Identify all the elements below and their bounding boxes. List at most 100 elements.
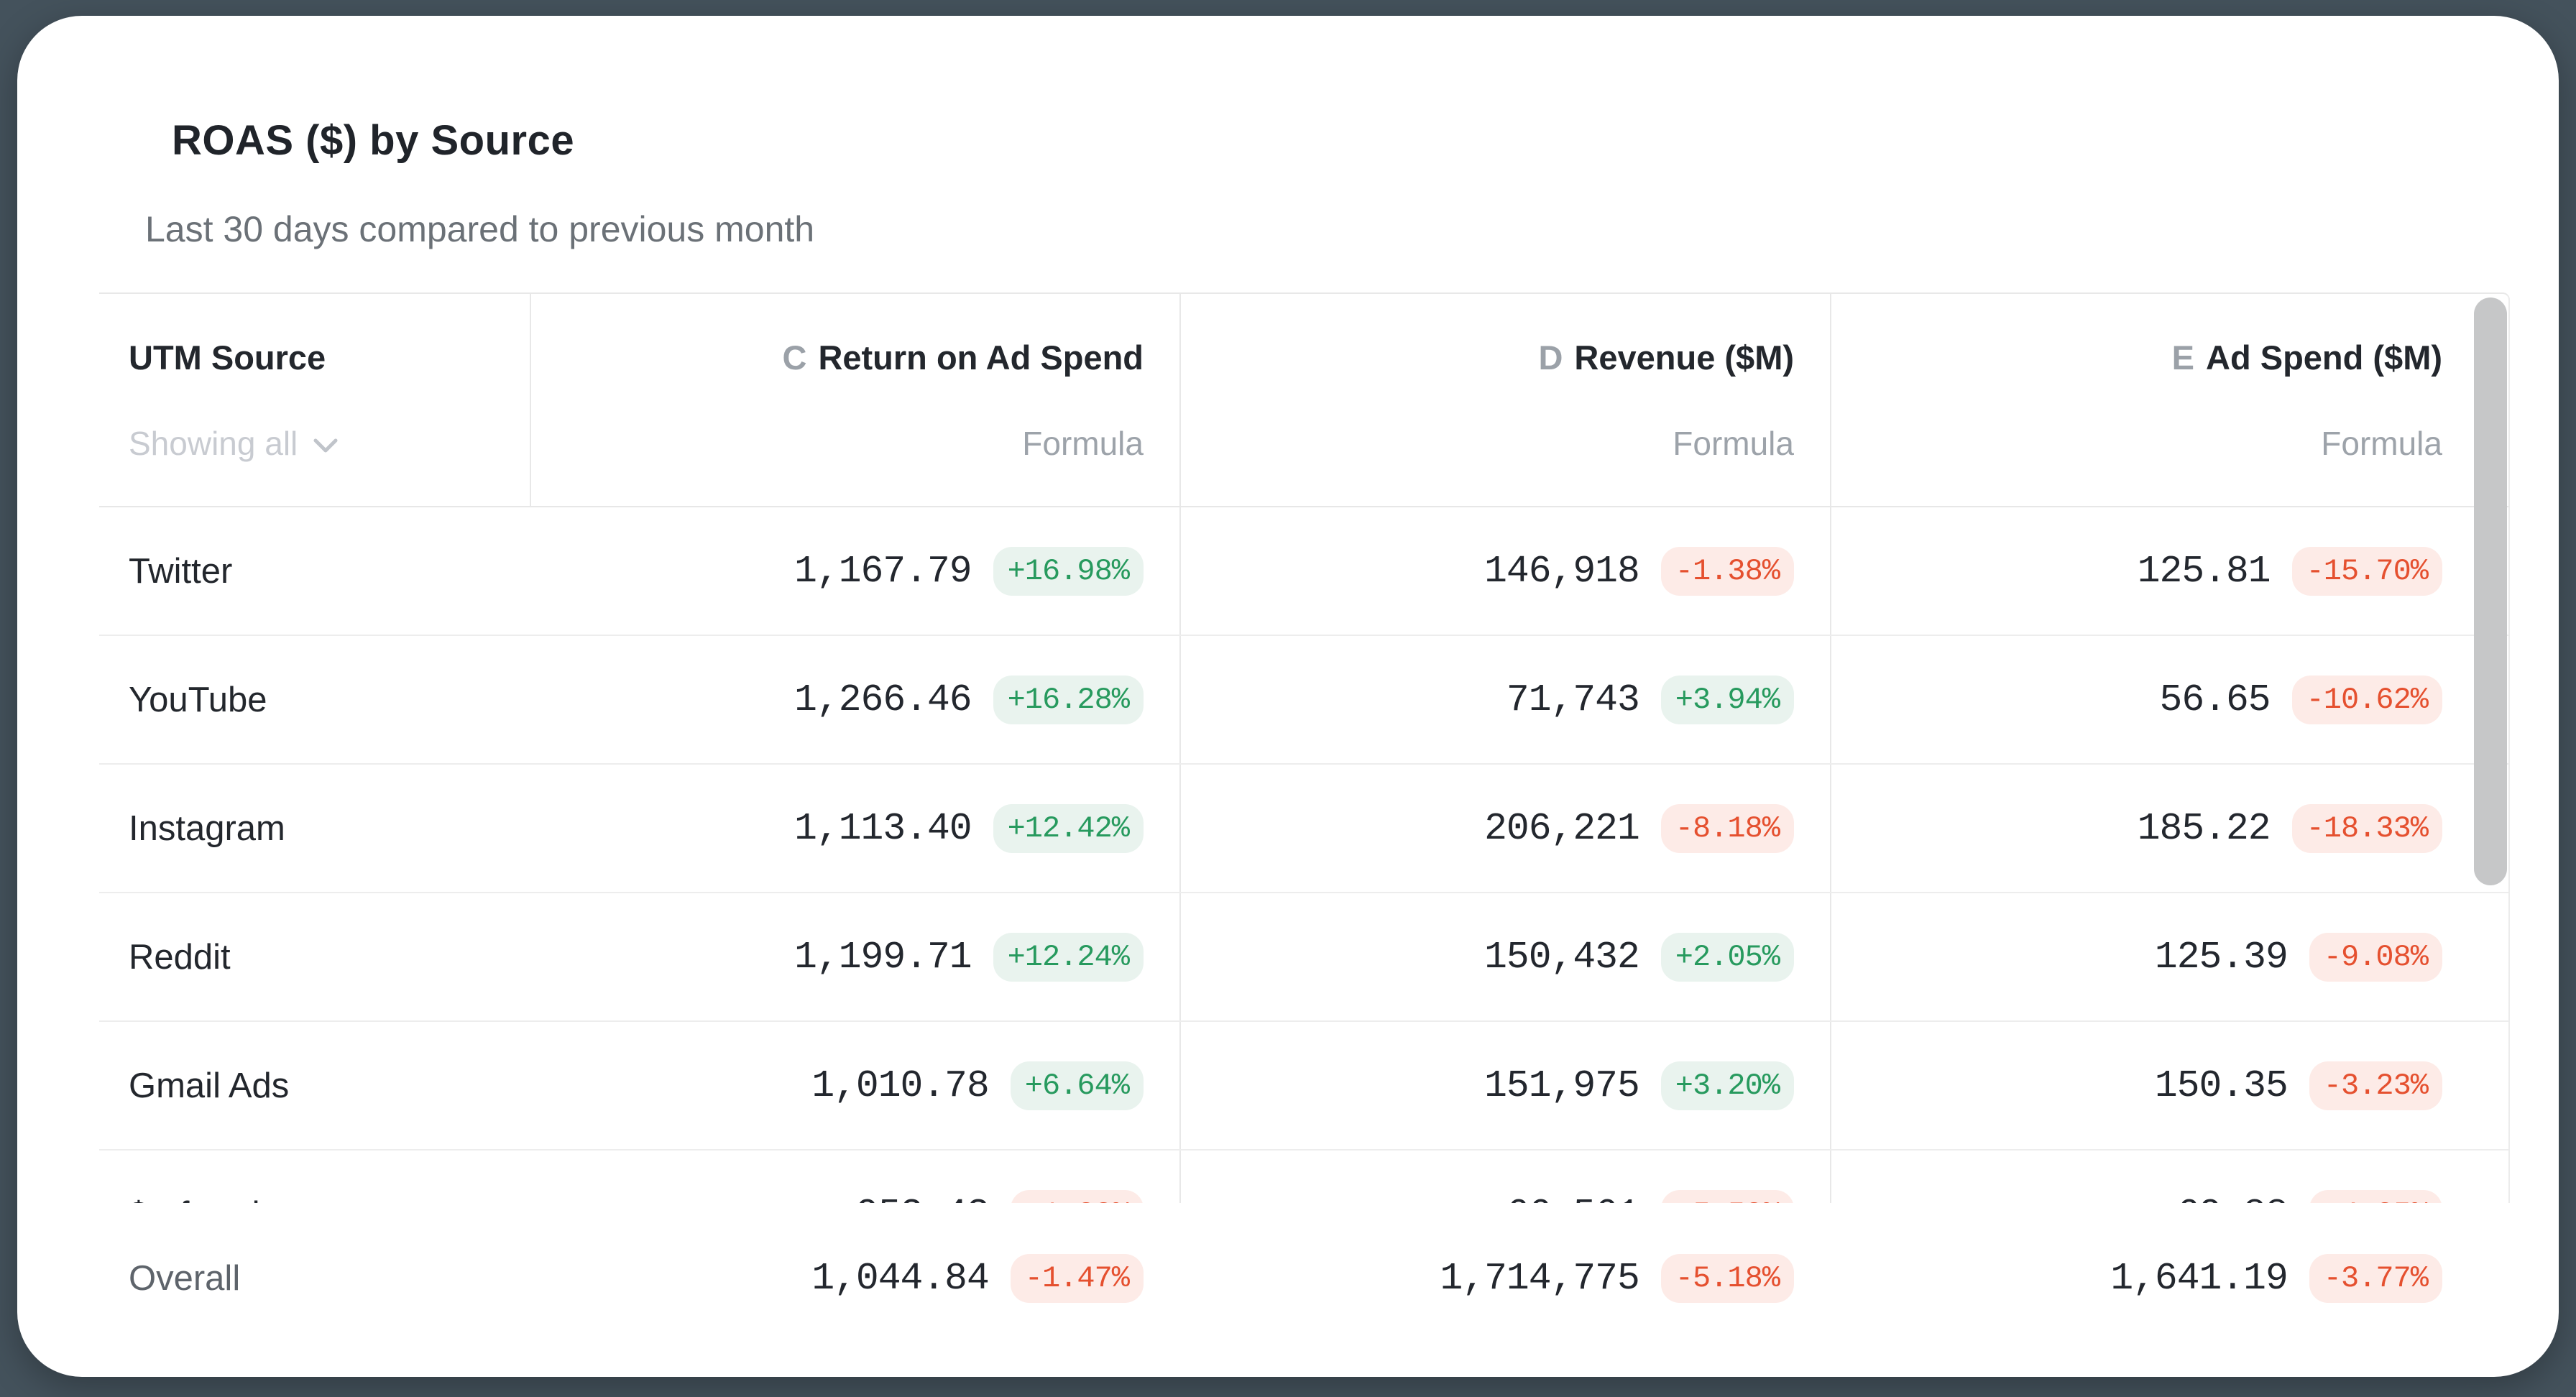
delta-badge: -1.38% [1660,546,1794,596]
delta-badge: +6.64% [1010,1061,1144,1110]
metric-cell: 66,561 -5.52% [1179,1151,1830,1203]
metric-value: 206,221 [1484,806,1640,850]
metric-cell: 150,432 +2.05% [1179,893,1830,1020]
metric-cell: 71,743 +3.94% [1179,636,1830,763]
source-label: Gmail Ads [129,1066,290,1105]
column-letter: D [1538,338,1563,377]
metric-cell: 151,975 +3.20% [1179,1022,1830,1149]
metric-cell: 1,266.46 +16.28% [530,636,1179,763]
delta-badge: -5.18% [1660,1253,1794,1303]
delta-badge: -18.33% [2291,803,2442,853]
metric-value: 66,561 [1506,1193,1640,1204]
metric-cell: 206,221 -8.18% [1179,765,1830,892]
column-label: Ad Spend ($M) [2206,338,2442,377]
metric-cell: 125.81 -15.70% [1830,507,2508,635]
source-label: YouTube [129,680,267,719]
column-letter: C [782,338,807,377]
metric-cell: 1,044.84 -1.47% [530,1214,1179,1342]
metric-cell: 1,113.40 +12.42% [530,765,1179,892]
metric-value: 71,743 [1506,678,1640,721]
metric-value: 1,010.78 [811,1064,989,1107]
delta-badge: +16.28% [993,675,1144,724]
source-filter-dropdown[interactable]: Showing all [129,423,338,464]
metric-value: 185.22 [2137,806,2271,850]
utm-source-header-label: UTM Source [129,338,326,377]
metric-cell: 1,167.79 +16.98% [530,507,1179,635]
filter-label: Showing all [129,425,298,462]
metric-value: 69.88 [2177,1193,2288,1204]
source-label: Reddit [129,937,231,977]
column-header-return-on-ad-spend[interactable]: C Return on Ad Spend Formula [530,294,1179,506]
delta-badge: -4.35% [2309,1189,2442,1203]
metric-cell: 56.65 -10.62% [1830,636,2508,763]
delta-badge: -1.22% [1010,1189,1144,1203]
delta-badge: -10.62% [2291,675,2442,724]
delta-badge: -1.47% [1010,1253,1144,1303]
delta-badge: +2.05% [1660,932,1794,982]
delta-badge: -3.23% [2309,1061,2442,1110]
metric-value: 150.35 [2154,1064,2288,1107]
card-title: ROAS ($) by Source [172,117,575,164]
formula-label: Formula [1673,425,1794,462]
metric-cell: 185.22 -18.33% [1830,765,2508,892]
column-header-utm-source: UTM Source Showing all [99,294,530,506]
metric-value: 56.65 [2159,678,2271,721]
delta-badge: +3.94% [1660,675,1794,724]
column-label: Revenue ($M) [1574,338,1794,377]
delta-badge: -3.77% [2309,1253,2442,1303]
source-label: Instagram [129,808,285,848]
metric-value: 952.43 [856,1193,990,1204]
metric-cell: 1,641.19 -3.77% [1830,1214,2508,1342]
table-row: Reddit 1,199.71 +12.24% 150,432 +2.05% 1… [99,893,2508,1022]
delta-badge: -15.70% [2291,546,2442,596]
metric-value: 1,199.71 [794,935,972,979]
table-header-row: UTM Source Showing all C Return on Ad Spe… [99,294,2508,507]
delta-badge: +12.42% [993,803,1144,853]
vertical-scrollbar-thumb[interactable] [2474,298,2507,885]
metric-value: 1,113.40 [794,806,972,850]
metric-cell: 146,918 -1.38% [1179,507,1830,635]
delta-badge: +16.98% [993,546,1144,596]
column-header-revenue[interactable]: D Revenue ($M) Formula [1179,294,1830,506]
formula-label: Formula [1022,425,1144,462]
metric-cell: 1,199.71 +12.24% [530,893,1179,1020]
delta-badge: +12.24% [993,932,1144,982]
delta-badge: +3.20% [1660,1061,1794,1110]
column-letter: E [2171,338,2195,377]
card-subtitle: Last 30 days compared to previous month [145,209,815,249]
metric-cell: 1,010.78 +6.64% [530,1022,1179,1149]
table-row: Twitter 1,167.79 +16.98% 146,918 -1.38% … [99,507,2508,636]
source-label: Twitter [129,551,233,591]
metric-value: 1,714,775 [1440,1256,1640,1300]
column-header-ad-spend[interactable]: E Ad Spend ($M) Formula [1830,294,2508,506]
metric-value: 1,044.84 [811,1256,989,1300]
metric-value: 125.81 [2137,549,2271,593]
table-row: YouTube 1,266.46 +16.28% 71,743 +3.94% 5… [99,636,2508,765]
metric-value: 125.39 [2154,935,2288,979]
delta-badge: -9.08% [2309,932,2442,982]
metric-value: 151,975 [1484,1064,1640,1107]
table-row: Gmail Ads 1,010.78 +6.64% 151,975 +3.20%… [99,1022,2508,1151]
chevron-down-icon [313,438,338,453]
table-row: $referral 952.43 -1.22% 66,561 -5.52% 69… [99,1151,2508,1203]
overall-label: Overall [129,1258,241,1298]
metric-value: 1,266.46 [794,678,972,721]
metric-cell: 150.35 -3.23% [1830,1022,2508,1149]
metric-value: 1,167.79 [794,549,972,593]
metric-value: 150,432 [1484,935,1640,979]
metric-cell: 952.43 -1.22% [530,1151,1179,1203]
metric-cell: 125.39 -9.08% [1830,893,2508,1020]
metric-value: 1,641.19 [2110,1256,2288,1300]
roas-table: UTM Source Showing all C Return on Ad Spe… [99,292,2510,1203]
delta-badge: -8.18% [1660,803,1794,853]
delta-badge: -5.52% [1660,1189,1794,1203]
source-label: $referral [99,1151,530,1204]
metric-value: 146,918 [1484,549,1640,593]
metric-cell: 69.88 -4.35% [1830,1151,2508,1203]
roas-by-source-card: ROAS ($) by Source Last 30 days compared… [17,16,2559,1377]
overall-summary-row: Overall 1,044.84 -1.47% 1,714,775 -5.18%… [99,1214,2508,1342]
column-label: Return on Ad Spend [818,338,1144,377]
formula-label: Formula [2321,425,2442,462]
metric-cell: 1,714,775 -5.18% [1179,1214,1830,1342]
